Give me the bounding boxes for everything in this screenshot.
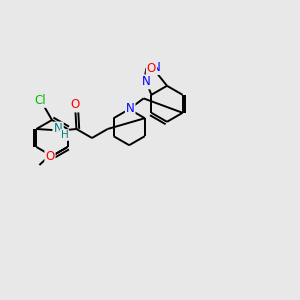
Text: N: N — [126, 102, 135, 115]
Text: N: N — [152, 61, 161, 74]
Text: N: N — [54, 122, 63, 136]
Text: H: H — [61, 130, 68, 140]
Text: O: O — [45, 149, 55, 163]
Text: Cl: Cl — [34, 94, 46, 107]
Text: N: N — [141, 75, 150, 88]
Text: O: O — [147, 61, 156, 75]
Text: O: O — [71, 98, 80, 112]
